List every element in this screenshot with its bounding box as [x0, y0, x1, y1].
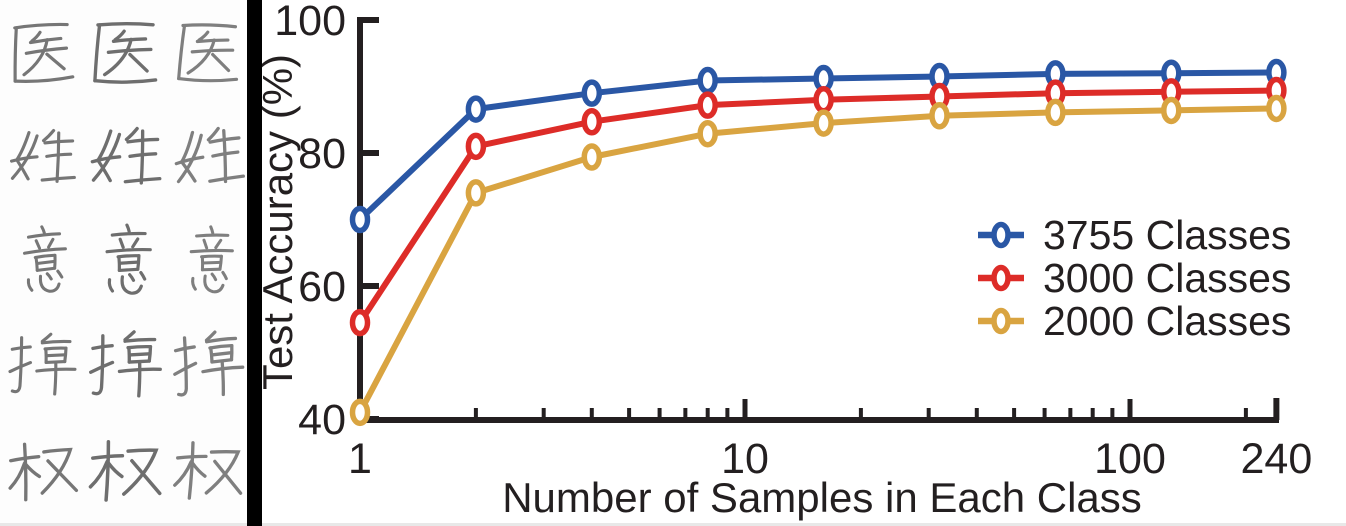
handwritten-char-sample-姓 [4, 111, 82, 204]
handwriting-row-姓 [0, 105, 247, 210]
data-point-marker [1266, 94, 1287, 123]
handwritten-char-sample-意 [85, 212, 167, 311]
handwritten-char-sample-医 [85, 3, 167, 102]
legend-label: 2000 Classes [1043, 298, 1291, 344]
data-point-marker [349, 205, 371, 234]
handwritten-char-sample-掉 [4, 320, 82, 413]
handwritten-char-sample-医 [3, 5, 82, 100]
handwriting-samples-panel [0, 0, 247, 526]
legend-marker [991, 221, 1011, 249]
legend-item-3000-classes: 3000 Classes [978, 255, 1291, 301]
handwriting-row-权 [0, 418, 247, 523]
handwritten-char-sample-权 [3, 423, 82, 518]
x-tick-label-10: 10 [721, 435, 769, 483]
data-point-marker [813, 86, 834, 114]
x-tick-label-100: 100 [1094, 435, 1166, 483]
y-tick-label-80: 80 [298, 130, 346, 178]
handwritten-char-sample-掉 [85, 317, 167, 416]
handwritten-char-sample-意 [3, 214, 82, 309]
data-point-marker [1161, 96, 1182, 125]
handwritten-char-sample-医 [169, 4, 250, 100]
handwritten-char-sample-意 [169, 214, 250, 310]
handwritten-char-sample-姓 [85, 108, 167, 207]
handwritten-char-sample-权 [169, 423, 250, 519]
x-axis-title: Number of Samples in Each Class [502, 474, 1142, 521]
y-axis-title: Test Accuracy (%) [262, 54, 301, 390]
handwritten-char-sample-权 [85, 421, 167, 520]
handwriting-row-医 [0, 0, 247, 105]
handwritten-char-sample-掉 [168, 317, 250, 414]
data-point-marker [581, 107, 603, 136]
x-tick-label-1: 1 [348, 435, 372, 483]
y-tick-label-100: 100 [274, 0, 346, 45]
data-point-marker [581, 143, 603, 171]
legend-marker [991, 307, 1011, 335]
data-point-marker [813, 109, 834, 137]
legend-item-3755-classes: 3755 Classes [978, 212, 1291, 258]
data-point-marker [1045, 98, 1066, 127]
handwriting-row-意 [0, 209, 247, 314]
data-point-marker [929, 102, 950, 130]
data-point-marker [697, 91, 718, 119]
accuracy-chart-panel: 40 60 80 100 1 10 100 240 Number of Samples in E… [254, 0, 1346, 526]
y-tick-label-40: 40 [298, 396, 346, 444]
legend-marker [991, 264, 1011, 292]
data-point-marker [581, 79, 603, 107]
data-point-marker [349, 398, 371, 427]
legend-label: 3000 Classes [1043, 255, 1291, 301]
series-2000-classes [349, 94, 1287, 427]
series-3755-classes [349, 58, 1287, 234]
data-point-marker [465, 179, 487, 207]
data-point-marker [465, 132, 487, 161]
handwriting-row-掉 [0, 314, 247, 419]
data-point-marker [465, 95, 487, 123]
data-point-marker [697, 66, 718, 95]
y-tick-label-60: 60 [298, 263, 346, 311]
x-tick-label-240: 240 [1241, 435, 1313, 483]
legend-label: 3755 Classes [1043, 212, 1291, 258]
data-point-marker [697, 119, 718, 148]
data-point-marker [349, 308, 371, 337]
handwritten-char-sample-姓 [168, 108, 250, 205]
panel-divider [247, 0, 262, 526]
test-accuracy-line-chart: 40 60 80 100 1 10 100 240 Number of Samples in E… [254, 0, 1313, 521]
legend-item-2000-classes: 2000 Classes [978, 298, 1291, 344]
